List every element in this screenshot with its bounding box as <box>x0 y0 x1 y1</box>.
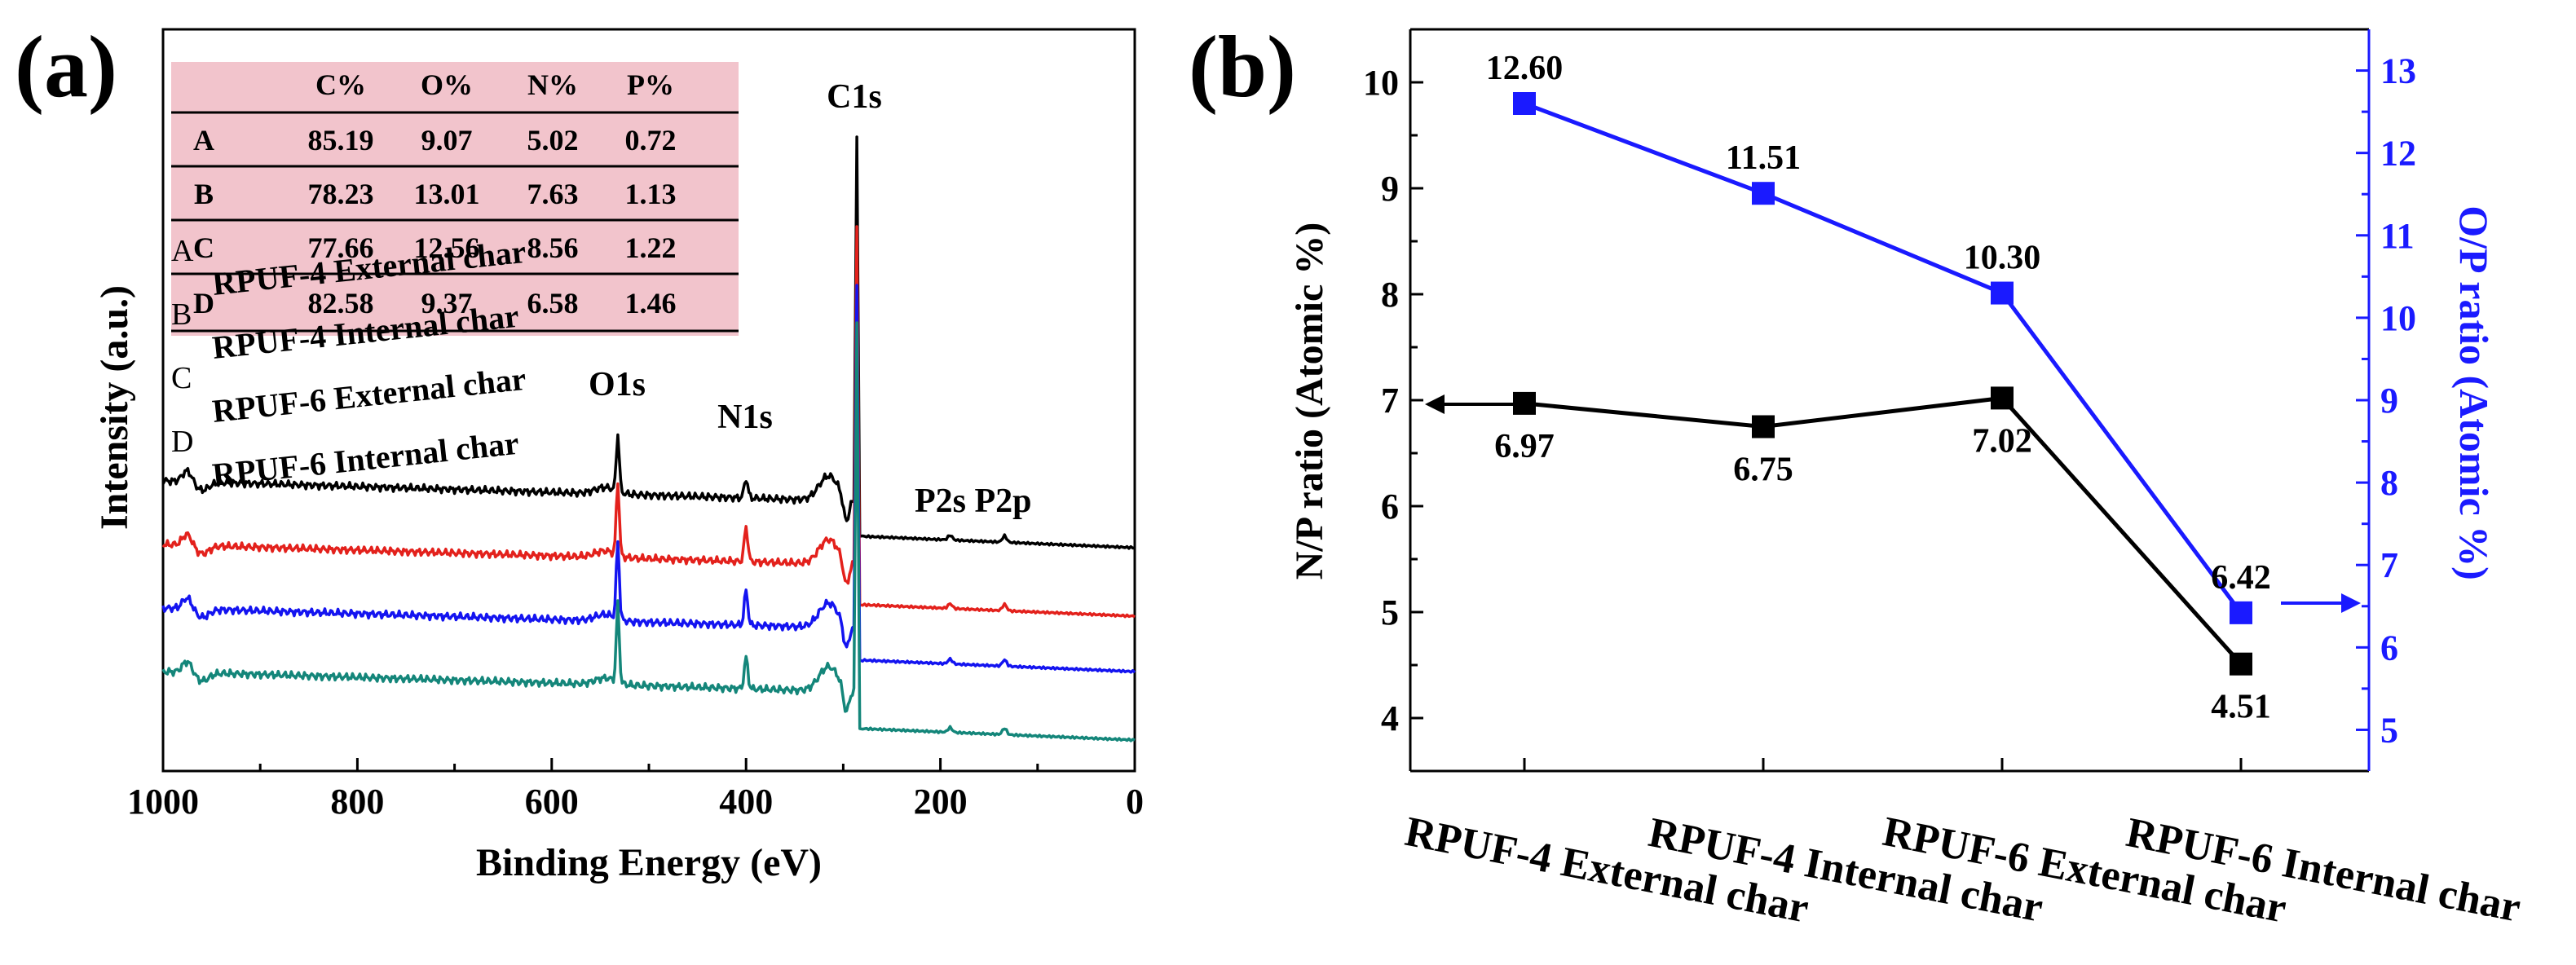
panel-a-y-axis-title: Intensity (a.u.) <box>93 285 136 530</box>
spectrum-trace <box>161 225 1136 619</box>
left-tick-label: 4 <box>1381 698 1399 738</box>
data-value-label: 6.75 <box>1733 452 1793 489</box>
panel-a-xps-spectra: (a) C% O% N% P% A 85.19 9.07 5.02 0.72 B 78.23 13.0… <box>15 19 1144 884</box>
x-tick-label: 200 <box>914 782 968 822</box>
table-cell: 1.46 <box>625 287 677 319</box>
table-cell: 0.72 <box>625 124 677 156</box>
left-tick-label: 8 <box>1381 275 1399 315</box>
trace-letter-label: C <box>171 361 192 395</box>
left-tick-label: 10 <box>1363 63 1399 103</box>
left-tick-label: 6 <box>1381 487 1399 527</box>
data-point-marker <box>2230 601 2252 624</box>
x-tick-label: 800 <box>330 782 384 822</box>
peak-label-n1s: N1s <box>717 399 773 436</box>
table-cell: 7.63 <box>527 178 579 210</box>
table-cell: 12.56 <box>414 231 480 264</box>
data-value-label: 10.30 <box>1964 240 2041 277</box>
x-tick-label: 400 <box>719 782 773 822</box>
peak-label-o1s: O1s <box>589 366 646 403</box>
trace-letter-label: A <box>171 234 194 268</box>
data-value-label: 6.42 <box>2211 559 2271 597</box>
table-cell: 8.56 <box>527 231 579 264</box>
data-point-marker <box>1513 391 1536 415</box>
spectrum-trace <box>161 135 1136 550</box>
data-point-marker <box>2230 652 2252 676</box>
right-tick-label: 7 <box>2380 545 2398 585</box>
inset-table-cells: C% O% N% P% A 85.19 9.07 5.02 0.72 B 78.23 13.01 7.6… <box>193 68 677 319</box>
table-cell: D <box>193 287 214 319</box>
right-tick-label: 13 <box>2380 51 2416 91</box>
right-tick-label: 11 <box>2380 216 2415 256</box>
table-header-cell: P% <box>627 68 674 101</box>
table-cell: 9.07 <box>421 124 473 156</box>
left-tick-label: 9 <box>1381 169 1399 209</box>
table-cell: B <box>194 178 214 210</box>
data-point-marker <box>1991 386 2014 410</box>
table-cell: 82.58 <box>308 287 374 319</box>
data-point-marker <box>1752 182 1775 205</box>
left-tick-label: 5 <box>1381 593 1399 632</box>
table-cell: 85.19 <box>308 124 374 156</box>
panel-a-label: (a) <box>15 19 117 116</box>
data-point-marker <box>1513 92 1536 115</box>
spectrum-trace <box>161 284 1136 674</box>
peak-label-c1s: C1s <box>827 78 882 116</box>
panel-b-right-axis-title: O/P ratio (Atomic %) <box>2451 205 2497 580</box>
right-tick-label: 5 <box>2380 710 2398 750</box>
panel-b-left-ticks: 4 5 6 7 8 9 10 <box>1363 63 1423 738</box>
right-tick-label: 12 <box>2380 134 2416 174</box>
peak-label-p2s-p2p: P2s P2p <box>915 482 1032 520</box>
data-point-marker <box>1752 415 1775 438</box>
table-cell: 1.22 <box>625 231 677 264</box>
table-header-cell: N% <box>527 68 578 101</box>
spectrum-traces <box>161 135 1136 742</box>
panel-b-left-axis-title: N/P ratio (Atomic %) <box>1288 223 1331 580</box>
left-tick-label: 7 <box>1381 381 1399 421</box>
trace-name-label: RPUF-6 External char <box>210 360 527 430</box>
trace-letter-label: B <box>171 297 192 332</box>
right-tick-label: 10 <box>2380 298 2416 338</box>
table-cell: 6.58 <box>527 287 579 319</box>
inset-table-background <box>171 62 739 336</box>
right-axis-indicator-arrow <box>2281 593 2361 613</box>
table-cell: 5.02 <box>527 124 579 156</box>
inset-table: C% O% N% P% A 85.19 9.07 5.02 0.72 B 78.23 13.01 7.6… <box>171 62 739 336</box>
x-tick-label: 600 <box>525 782 579 822</box>
x-tick-label: 1000 <box>127 782 199 822</box>
trace-letter-label: D <box>171 425 193 459</box>
table-cell: 13.01 <box>414 178 480 210</box>
panel-b-label: (b) <box>1189 19 1296 116</box>
series-line <box>1524 101 2243 615</box>
x-tick-label: 0 <box>1126 782 1144 822</box>
data-point-marker <box>1991 281 2014 305</box>
table-header-cell: C% <box>315 68 366 101</box>
right-tick-label: 9 <box>2380 381 2398 421</box>
table-cell: 9.37 <box>421 287 473 319</box>
table-cell: 77.66 <box>308 231 374 264</box>
panel-a-x-axis: 1000 800 600 400 200 0 <box>127 758 1144 822</box>
data-value-label: 12.60 <box>1486 50 1564 87</box>
data-value-label: 7.02 <box>1972 422 2032 460</box>
panel-b-ratio-chart: (b) 4 5 6 7 8 9 10 5 6 7 8 9 10 11 12 13 RPUF-4 Extern… <box>1189 19 2525 932</box>
table-cell: 78.23 <box>308 178 374 210</box>
left-axis-indicator-arrow <box>1425 394 1516 414</box>
table-cell: 1.13 <box>625 178 677 210</box>
table-cell: A <box>193 124 214 156</box>
right-tick-label: 8 <box>2380 463 2398 503</box>
panel-b-series: 6.97 6.75 7.02 4.51 12.60 11.51 10.30 6.42 <box>1486 50 2271 726</box>
data-value-label: 11.51 <box>1726 139 1801 177</box>
data-value-label: 4.51 <box>2211 689 2271 726</box>
right-tick-label: 6 <box>2380 628 2398 668</box>
table-header-cell: O% <box>421 68 473 101</box>
table-cell: C <box>193 231 214 264</box>
trace-name-label: RPUF-6 Internal char <box>210 425 520 493</box>
series-line <box>1524 395 2243 666</box>
panel-b-right-ticks: 5 6 7 8 9 10 11 12 13 <box>2356 51 2416 750</box>
data-value-label: 6.97 <box>1494 428 1555 465</box>
panel-a-x-axis-title: Binding Energy (eV) <box>476 841 822 884</box>
spectrum-trace <box>161 321 1136 742</box>
